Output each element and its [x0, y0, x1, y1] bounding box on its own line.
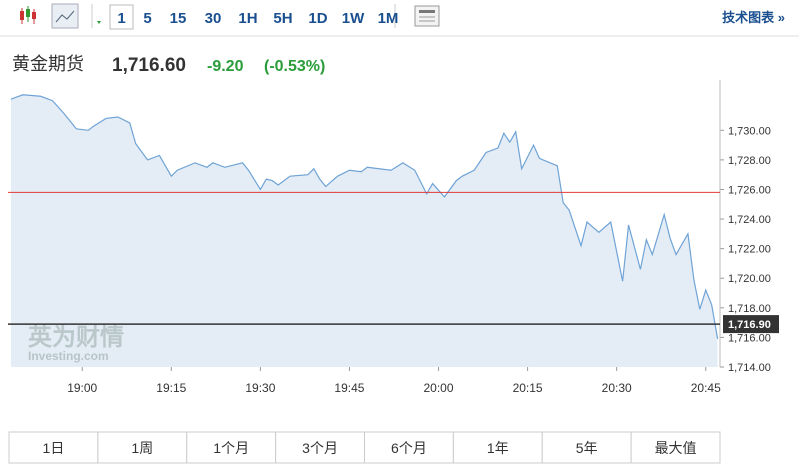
y-tick-label: 1,718.00 [728, 303, 771, 315]
range-tab-label[interactable]: 1年 [487, 440, 509, 456]
watermark-sub: Investing.com [28, 349, 109, 363]
change: -9.20 [207, 58, 244, 75]
area-fill [10, 94, 718, 367]
candle-icon[interactable] [20, 6, 36, 24]
x-tick-label: 19:15 [156, 381, 186, 395]
instrument-name: 黄金期货 [12, 54, 84, 74]
x-tick-label: 19:30 [245, 381, 275, 395]
price-line [10, 94, 719, 339]
interval-button[interactable]: 1M [378, 10, 399, 27]
range-tab-label[interactable]: 6个月 [391, 440, 427, 456]
range-tab-label[interactable]: 3个月 [302, 440, 338, 456]
interval-button[interactable]: 5H [273, 10, 292, 27]
interval-button[interactable]: 1 [117, 10, 125, 27]
price-tag-label: 1,716.90 [728, 319, 771, 331]
x-tick-label: 20:15 [513, 381, 543, 395]
range-tab-label[interactable]: 1日 [43, 440, 65, 456]
price-tag [723, 315, 779, 334]
interval-button[interactable]: 15 [170, 10, 187, 27]
interval-button[interactable]: 5 [143, 10, 151, 27]
y-tick-label: 1,724.00 [728, 214, 771, 226]
down-marker [97, 21, 101, 24]
interval-button[interactable]: 1W [342, 10, 365, 27]
x-tick-label: 19:45 [334, 381, 364, 395]
interval-active [109, 4, 134, 30]
table-icon[interactable] [414, 5, 440, 27]
y-tick-label: 1,722.00 [728, 244, 771, 256]
range-tab-label[interactable]: 最大值 [655, 440, 697, 456]
y-tick-label: 1,728.00 [728, 155, 771, 167]
x-tick-label: 20:45 [691, 381, 721, 395]
range-tab[interactable] [275, 431, 365, 464]
range-tab-label[interactable]: 5年 [576, 440, 598, 456]
watermark: 英为财情 [28, 324, 124, 351]
y-tick-label: 1,714.00 [728, 362, 771, 374]
price: 1,716.60 [112, 55, 186, 76]
interval-button[interactable]: 30 [205, 10, 222, 27]
range-tab[interactable] [541, 431, 632, 464]
interval-button[interactable]: 1D [308, 10, 327, 27]
x-tick-label: 19:00 [67, 381, 97, 395]
y-tick-label: 1,720.00 [728, 273, 771, 285]
range-tab[interactable] [186, 431, 277, 464]
range-tab[interactable] [630, 431, 721, 464]
y-tick-label: 1,716.00 [728, 332, 771, 344]
line-icon[interactable] [51, 3, 79, 29]
range-tab-label[interactable]: 1周 [131, 440, 153, 456]
x-tick-label: 20:00 [424, 381, 454, 395]
y-tick-label: 1,726.00 [728, 184, 771, 196]
x-tick-label: 20:30 [602, 381, 632, 395]
change-pct: (-0.53%) [264, 58, 325, 75]
range-tab[interactable] [8, 431, 99, 464]
range-tab-label[interactable]: 1个月 [213, 440, 249, 456]
range-tab[interactable] [364, 431, 454, 464]
y-tick-label: 1,730.00 [728, 125, 771, 137]
tech-chart-link[interactable]: 技术图表 » [722, 10, 785, 25]
interval-button[interactable]: 1H [238, 10, 257, 27]
